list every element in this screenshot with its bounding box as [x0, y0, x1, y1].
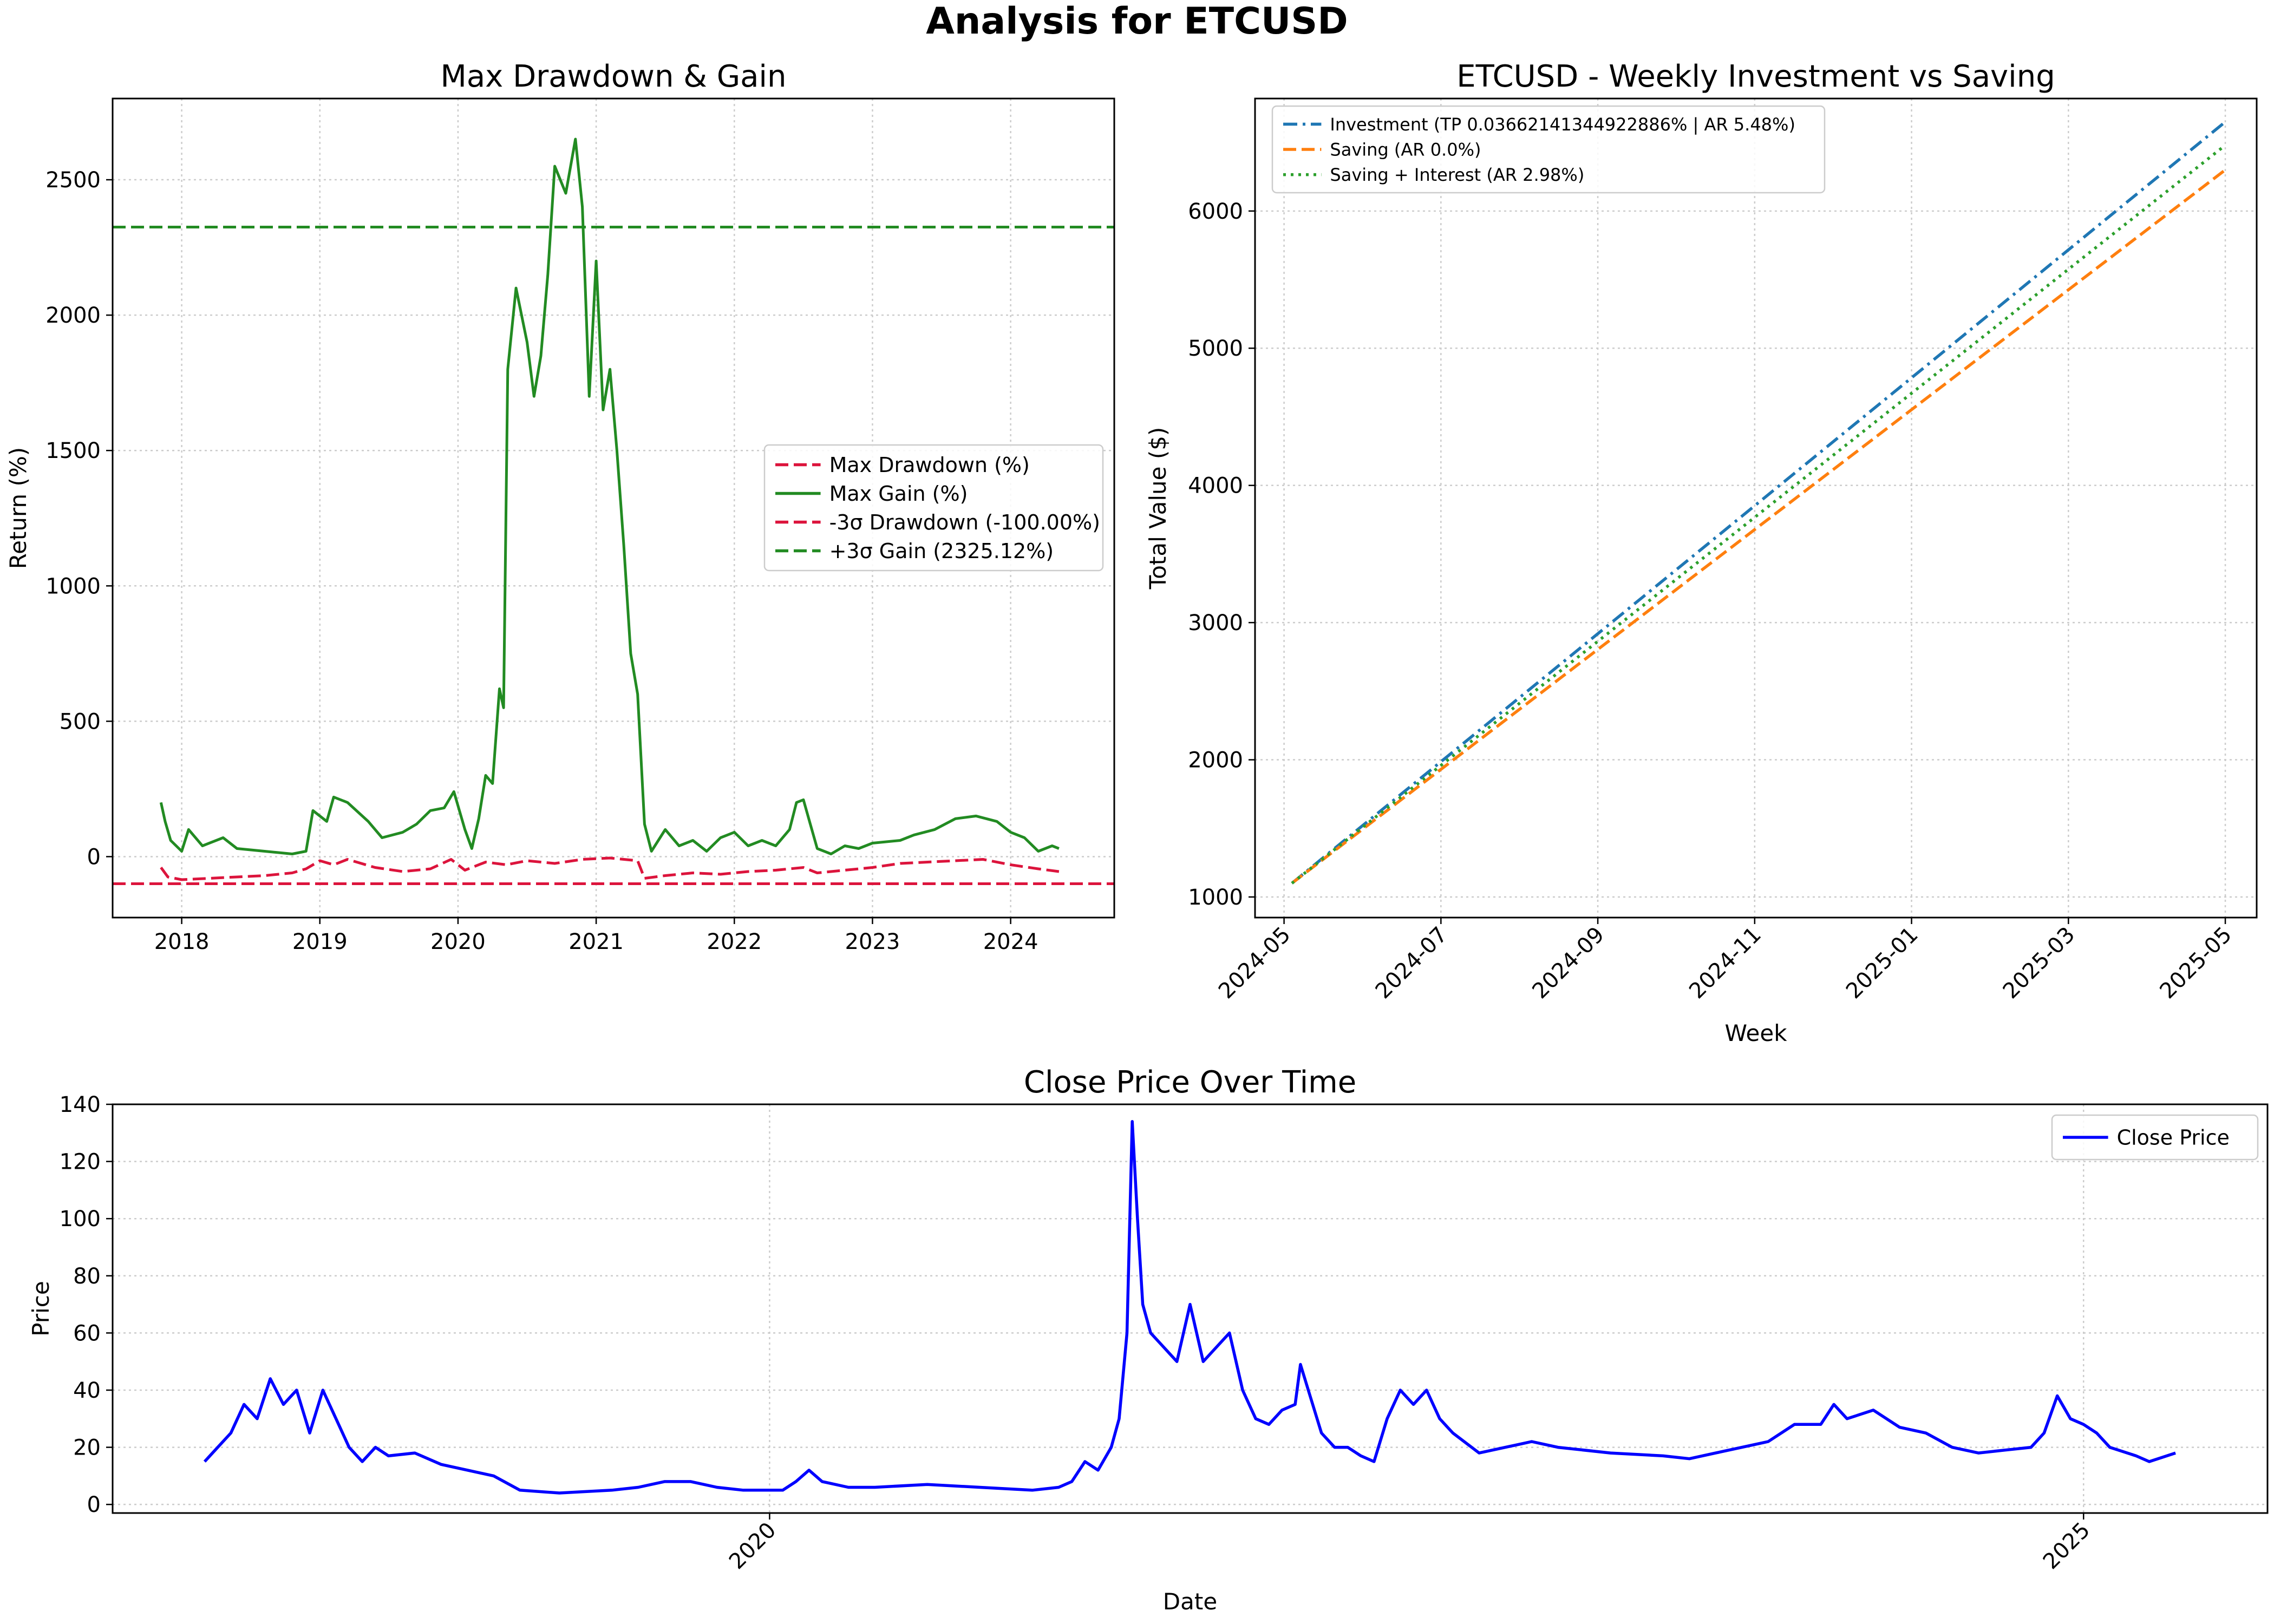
- investment-y-tick-label: 6000: [1188, 199, 1243, 224]
- drawdown-y-tick-label: 2500: [45, 168, 101, 193]
- investment-series-0-line: [1291, 120, 2226, 885]
- price-plot-area: [203, 1119, 2176, 1495]
- price-legend: Close Price: [2051, 1114, 2259, 1161]
- price-y-tick-label: 0: [87, 1492, 101, 1517]
- drawdown-series-1-line: [159, 137, 1060, 855]
- price-legend-label-0: Close Price: [2117, 1126, 2230, 1150]
- drawdown-plot-area: [113, 137, 1114, 885]
- drawdown-legend-label-1: Max Gain (%): [829, 482, 968, 506]
- drawdown-y-tick-label: 500: [60, 709, 101, 734]
- price-y-tick-label: 80: [73, 1264, 101, 1289]
- drawdown-y-tick-label: 1000: [45, 574, 101, 599]
- investment-y-tick-label: 1000: [1188, 885, 1243, 910]
- investment-y-tick-label: 4000: [1188, 474, 1243, 499]
- investment-legend-label-1: Saving (AR 0.0%): [1330, 140, 1481, 160]
- investment-legend-box: [1271, 105, 1826, 194]
- investment-series-2-line: [1291, 144, 2226, 885]
- investment-y-axis-label: Total Value ($): [1145, 427, 1171, 590]
- drawdown-legend-box: [763, 444, 1104, 572]
- price-title: Close Price Over Time: [1024, 1065, 1356, 1100]
- investment-legend-label-0: Investment (TP 0.03662141344922886% | AR…: [1330, 114, 1795, 135]
- drawdown-series-0-line: [160, 856, 1060, 881]
- drawdown-title: Max Drawdown & Gain: [441, 59, 787, 94]
- drawdown-y-tick-label: 1500: [45, 438, 101, 463]
- drawdown-x-tick-label: 2018: [154, 929, 210, 954]
- investment-legend: Investment (TP 0.03662141344922886% | AR…: [1271, 105, 1826, 194]
- price-y-tick-label: 100: [60, 1207, 101, 1232]
- price-y-tick-label: 60: [73, 1321, 101, 1346]
- price-y-axis-label: Price: [28, 1281, 54, 1336]
- drawdown-x-tick-label: 2024: [983, 929, 1038, 954]
- drawdown-axes-frame: [112, 97, 1115, 919]
- drawdown-x-tick-label: 2019: [292, 929, 348, 954]
- price-y-tick-label: 140: [60, 1092, 101, 1117]
- investment-x-axis-label: Week: [1724, 1020, 1787, 1046]
- investment-series-1-line: [1291, 168, 2226, 885]
- drawdown-x-tick-label: 2023: [845, 929, 900, 954]
- price-x-axis-label: Date: [1163, 1588, 1217, 1615]
- price-y-tick-label: 40: [73, 1378, 101, 1403]
- price-series-0-line: [203, 1119, 2176, 1495]
- drawdown-legend: Max Drawdown (%) Max Gain (%) -3σ Drawdown…: [763, 444, 1104, 572]
- drawdown-legend-label-0: Max Drawdown (%): [829, 453, 1030, 477]
- figure-title: Analysis for ETCUSD: [926, 0, 1348, 43]
- drawdown-x-tick-label: 2021: [568, 929, 624, 954]
- investment-y-tick-label: 2000: [1188, 748, 1243, 773]
- drawdown-x-tick-label: 2020: [430, 929, 486, 954]
- investment-title: ETCUSD - Weekly Investment vs Saving: [1456, 59, 2055, 94]
- drawdown-panel: Max Drawdown & Gain 2018 2019 2020 2021 2022 2…: [5, 59, 1115, 954]
- investment-y-tick-label: 5000: [1188, 336, 1243, 361]
- price-y-tick-label: 120: [60, 1150, 101, 1175]
- drawdown-y-tick-label: 0: [87, 844, 101, 869]
- price-legend-box: [2051, 1114, 2259, 1161]
- drawdown-y-tick-label: 2000: [45, 303, 101, 328]
- investment-axes-frame: [1254, 97, 2258, 919]
- drawdown-x-tick-label: 2022: [707, 929, 762, 954]
- price-y-tick-label: 20: [73, 1436, 101, 1461]
- drawdown-legend-label-3: +3σ Gain (2325.12%): [829, 539, 1054, 563]
- drawdown-legend-label-2: -3σ Drawdown (-100.00%): [829, 510, 1100, 534]
- investment-y-tick-label: 3000: [1188, 611, 1243, 636]
- drawdown-y-axis-label: Return (%): [5, 447, 31, 569]
- price-axes-frame: [112, 1103, 2269, 1514]
- investment-plot-area: [1291, 120, 2226, 885]
- investment-legend-label-2: Saving + Interest (AR 2.98%): [1330, 165, 1584, 185]
